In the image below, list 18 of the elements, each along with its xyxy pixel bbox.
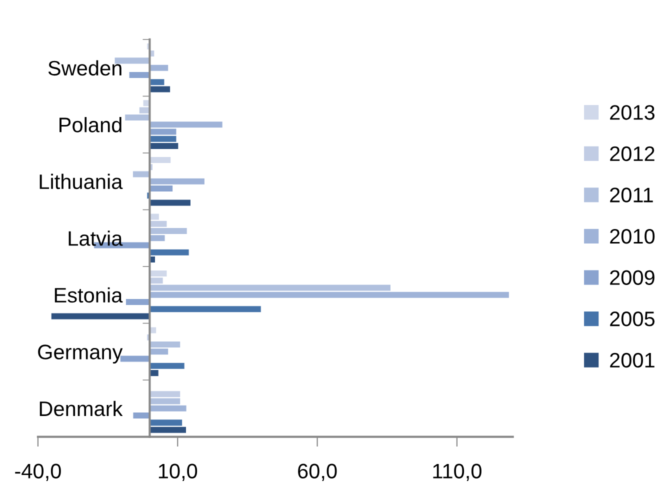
y-tick-label: Lithuania xyxy=(40,174,123,190)
x-tick-label: -40,0 xyxy=(15,464,61,481)
legend-label: 2012 xyxy=(610,146,654,162)
legend-label: 2001 xyxy=(610,352,654,368)
legend-label: 2013 xyxy=(610,105,654,120)
legend-label: 2009 xyxy=(610,270,654,286)
y-tick-label: Latvia xyxy=(68,230,123,246)
x-tick-label: 60,0 xyxy=(298,464,337,481)
y-tick-label: Denmark xyxy=(40,400,123,416)
y-tick-label: Sweden xyxy=(48,60,122,76)
x-tick-label: 10,0 xyxy=(158,464,198,481)
legend-label: 2011 xyxy=(610,188,653,202)
legend-label: 2010 xyxy=(610,228,655,244)
x-tick-label: 110,0 xyxy=(433,464,482,481)
y-tick-label: Germany xyxy=(38,344,123,364)
legend-label: 2005 xyxy=(610,312,655,326)
y-tick-label: Estonia xyxy=(54,287,123,303)
y-tick-label: Poland xyxy=(60,117,122,132)
